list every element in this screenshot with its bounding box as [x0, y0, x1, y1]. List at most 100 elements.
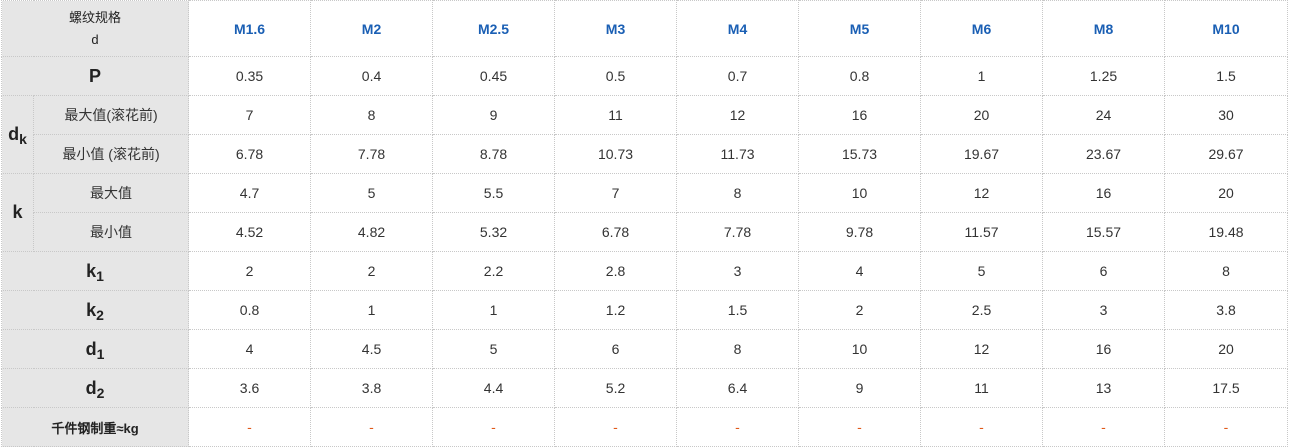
value-cell: 4.5 [310, 329, 434, 369]
size-label: M6 [971, 20, 992, 37]
value-cell: 20 [1164, 173, 1289, 213]
symbol-sub: 1 [96, 345, 105, 362]
symbol-p: P [89, 65, 102, 86]
value-cell: 0.7 [676, 56, 800, 96]
value-cell: 0.8 [188, 290, 312, 330]
size-header: M2 [310, 0, 434, 57]
value-cell: - [798, 407, 922, 447]
value-cell: - [310, 407, 434, 447]
value-cell: 8 [676, 329, 800, 369]
value-cell: 29.67 [1164, 134, 1289, 174]
value-cell: 1.5 [676, 290, 800, 330]
row-group-dk: dk [1, 95, 34, 174]
value-cell: 0.4 [310, 56, 434, 96]
value-cell: 9 [798, 368, 922, 408]
value-cell: 30 [1164, 95, 1289, 135]
symbol-k: k [12, 202, 23, 222]
size-header: M4 [676, 0, 800, 57]
size-label: M4 [727, 20, 748, 37]
row-dk-min: 最小值 (滚花前) 6.78 7.78 8.78 10.73 11.73 15.… [2, 134, 1289, 174]
value-cell: 15.57 [1042, 212, 1166, 252]
size-label: M2.5 [477, 20, 510, 37]
row-p: P 0.35 0.4 0.45 0.5 0.7 0.8 1 1.25 1.5 [0, 56, 1289, 96]
value-cell: 1.25 [1042, 56, 1166, 96]
row-label-weight: 千件钢制重≈kg [0, 407, 190, 447]
value-cell: 2 [798, 290, 922, 330]
value-cell: 4 [188, 329, 312, 369]
symbol-d2: d2 [86, 378, 105, 400]
value-cell: 20 [920, 95, 1044, 135]
size-header: M1.6 [188, 0, 312, 57]
value-cell: 11.57 [920, 212, 1044, 252]
value-cell: 10 [798, 329, 922, 369]
size-label: M2 [361, 20, 382, 37]
value-cell: 5 [310, 173, 434, 213]
value-cell: 24 [1042, 95, 1166, 135]
row-dk-max: dk 最大值(滚花前) 7 8 9 11 12 16 20 24 30 [1, 95, 1289, 174]
value-cell: 11 [920, 368, 1044, 408]
symbol-dk: dk [8, 124, 27, 146]
value-cell: 6 [1042, 251, 1166, 291]
size-header: M8 [1042, 0, 1166, 57]
spec-symbol: d [91, 31, 99, 47]
value-cell: 6.4 [676, 368, 800, 408]
symbol-base: d [85, 338, 97, 359]
value-cell: 8 [1164, 251, 1289, 291]
value-cell: 16 [1042, 329, 1166, 369]
value-cell: 5 [432, 329, 556, 369]
row-weight: 千件钢制重≈kg - - - - - - - - - [0, 407, 1289, 447]
value-cell: 4.82 [310, 212, 434, 252]
value-cell: 1.5 [1164, 56, 1289, 96]
value-cell: 23.67 [1042, 134, 1166, 174]
row-label-dk-min: 最小值 (滚花前) [32, 134, 190, 174]
value-cell: 6.78 [188, 134, 312, 174]
row-d2: d2 3.6 3.8 4.4 5.2 6.4 9 11 13 17.5 [0, 368, 1289, 408]
spec-label: 螺纹规格 [69, 9, 122, 25]
value-cell: 3 [1042, 290, 1166, 330]
value-cell: 10.73 [554, 134, 678, 174]
row-group-k: k [1, 173, 34, 252]
value-cell: 2 [310, 251, 434, 291]
value-cell: 3 [676, 251, 800, 291]
value-cell: - [1042, 407, 1166, 447]
value-cell: 2.8 [554, 251, 678, 291]
value-cell: 3.8 [310, 368, 434, 408]
value-cell: 3.6 [188, 368, 312, 408]
value-cell: 13 [1042, 368, 1166, 408]
value-cell: 1.2 [554, 290, 678, 330]
row-d1: d1 4 4.5 5 6 8 10 12 16 20 [0, 329, 1289, 369]
value-cell: 4.4 [432, 368, 556, 408]
value-cell: 9 [432, 95, 556, 135]
value-cell: - [188, 407, 312, 447]
size-header: M10 [1164, 0, 1289, 57]
row-label-p: P [0, 56, 190, 96]
value-cell: 12 [920, 329, 1044, 369]
value-cell: - [676, 407, 800, 447]
symbol-base: k [86, 260, 97, 281]
row-label-dk-max: 最大值(滚花前) [32, 95, 190, 135]
value-cell: 12 [676, 95, 800, 135]
value-cell: 7 [188, 95, 312, 135]
value-cell: 1 [310, 290, 434, 330]
value-cell: 5.2 [554, 368, 678, 408]
value-cell: 7.78 [676, 212, 800, 252]
size-label: M1.6 [233, 20, 266, 37]
size-header: M3 [554, 0, 678, 57]
value-cell: 4.7 [188, 173, 312, 213]
value-cell: - [1164, 407, 1289, 447]
row-label-k-max: 最大值 [32, 173, 190, 213]
value-cell: 5.5 [432, 173, 556, 213]
weight-label: 千件钢制重≈kg [51, 420, 139, 436]
symbol-sub: 2 [96, 306, 104, 323]
value-cell: 7.78 [310, 134, 434, 174]
row-k2: k2 0.8 1 1 1.2 1.5 2 2.5 3 3.8 [0, 290, 1289, 330]
value-cell: 10 [798, 173, 922, 213]
symbol-d1: d1 [85, 338, 105, 362]
row-k-min: 最小值 4.52 4.82 5.32 6.78 7.78 9.78 11.57 … [2, 212, 1289, 252]
value-cell: 1 [920, 56, 1044, 96]
value-cell: - [432, 407, 556, 447]
row-label-k2: k2 [0, 290, 190, 330]
value-cell: 8 [310, 95, 434, 135]
value-cell: 8.78 [432, 134, 556, 174]
size-label: M5 [849, 20, 870, 37]
